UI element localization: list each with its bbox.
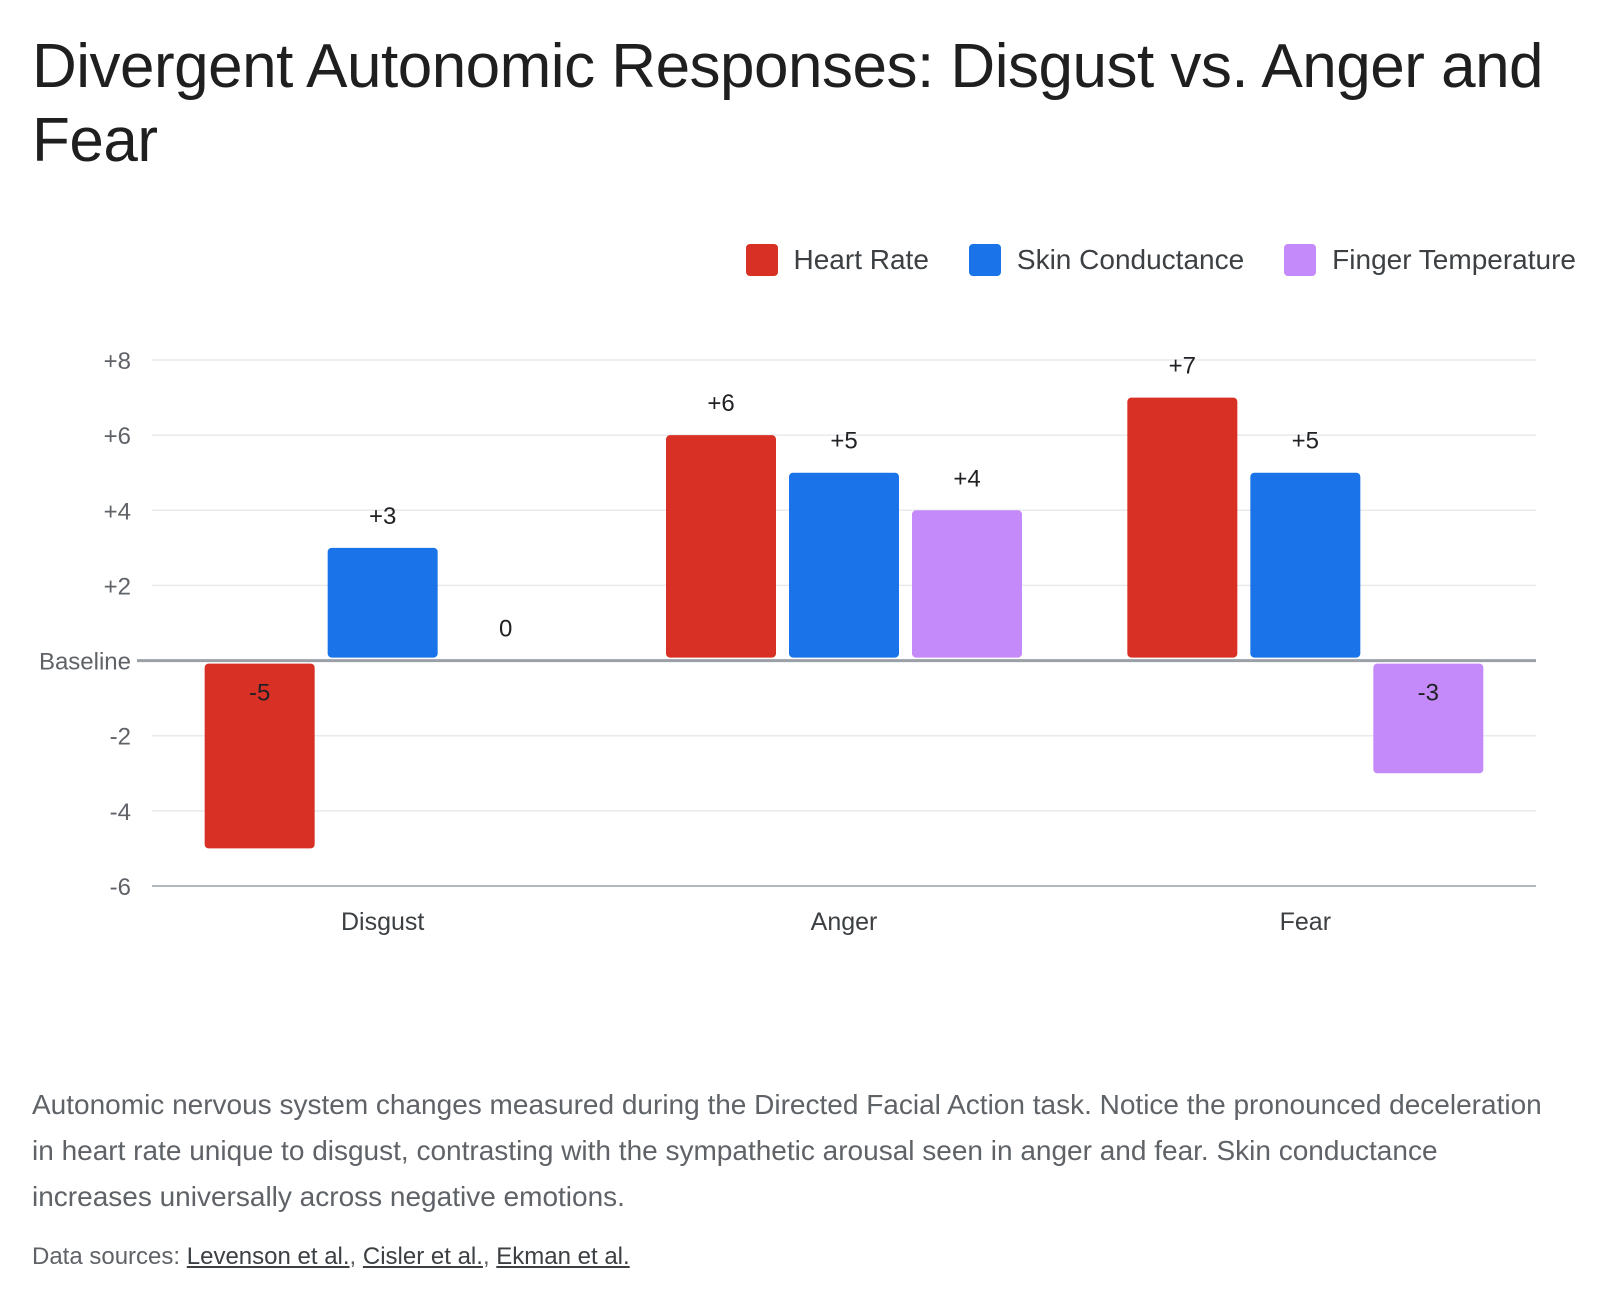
y-tick-label: +4 bbox=[104, 498, 131, 525]
bar-skin-conductance bbox=[327, 547, 438, 658]
source-link-levenson[interactable]: Levenson et al. bbox=[186, 1243, 350, 1270]
source-link-ekman[interactable]: Ekman et al. bbox=[496, 1243, 630, 1270]
source-separator: , bbox=[349, 1243, 357, 1270]
bar-skin-conductance bbox=[789, 472, 899, 658]
data-label: +6 bbox=[707, 390, 734, 417]
bar-chart: +8 +6 +4 +2 Baseline -2 -4 -6 -5 +3 0 Disgust +6 +5 +4… bbox=[39, 348, 1536, 936]
data-label: -5 bbox=[249, 680, 270, 707]
data-label: -3 bbox=[1418, 680, 1439, 707]
bar-heart-rate bbox=[666, 435, 776, 658]
x-tick-label: Fear bbox=[1280, 908, 1331, 936]
legend-swatch-skin-conductance bbox=[968, 244, 1001, 276]
data-label: 0 bbox=[499, 616, 512, 643]
data-label: +7 bbox=[1169, 353, 1196, 380]
y-tick-label: +2 bbox=[104, 573, 131, 600]
chart-description: Autonomic nervous system changes measure… bbox=[32, 1089, 1542, 1212]
data-label: +5 bbox=[1292, 428, 1319, 455]
legend-swatch-finger-temperature bbox=[1284, 244, 1317, 276]
legend-label-finger-temperature: Finger Temperature bbox=[1332, 244, 1576, 275]
y-tick-label: +8 bbox=[104, 348, 131, 375]
y-tick-label: Baseline bbox=[39, 649, 131, 676]
data-label: +3 bbox=[369, 503, 396, 530]
legend-item-finger-temperature[interactable]: Finger Temperature bbox=[1284, 244, 1576, 276]
data-label: +4 bbox=[953, 465, 980, 492]
bar-finger-temperature bbox=[1373, 663, 1484, 774]
y-tick-label: -6 bbox=[110, 874, 131, 901]
source-link-cisler[interactable]: Cisler et al. bbox=[362, 1243, 483, 1270]
source-separator: , bbox=[482, 1243, 490, 1270]
y-tick-label: +6 bbox=[104, 423, 131, 450]
sources-label: Data sources: bbox=[32, 1243, 181, 1270]
legend-label-heart-rate: Heart Rate bbox=[793, 244, 929, 275]
bar-finger-temperature bbox=[912, 510, 1022, 658]
x-tick-label: Disgust bbox=[341, 908, 424, 936]
x-tick-label: Anger bbox=[811, 908, 878, 936]
data-sources: Data sources: Levenson et al., Cisler et… bbox=[32, 1243, 630, 1271]
bar-heart-rate bbox=[1127, 397, 1238, 658]
y-tick-label: -4 bbox=[110, 799, 131, 826]
bar-heart-rate bbox=[204, 663, 315, 849]
legend-item-skin-conductance[interactable]: Skin Conductance bbox=[968, 244, 1245, 276]
chart-legend: Heart Rate Skin Conductance Finger Tempe… bbox=[745, 244, 1576, 276]
y-tick-label: -2 bbox=[110, 724, 131, 751]
legend-swatch-heart-rate bbox=[745, 244, 778, 276]
bar-skin-conductance bbox=[1250, 472, 1361, 658]
chart-title: Divergent Autonomic Responses: Disgust v… bbox=[32, 32, 1544, 175]
legend-label-skin-conductance: Skin Conductance bbox=[1016, 244, 1245, 275]
data-label: +5 bbox=[830, 428, 857, 455]
legend-item-heart-rate[interactable]: Heart Rate bbox=[745, 244, 929, 276]
